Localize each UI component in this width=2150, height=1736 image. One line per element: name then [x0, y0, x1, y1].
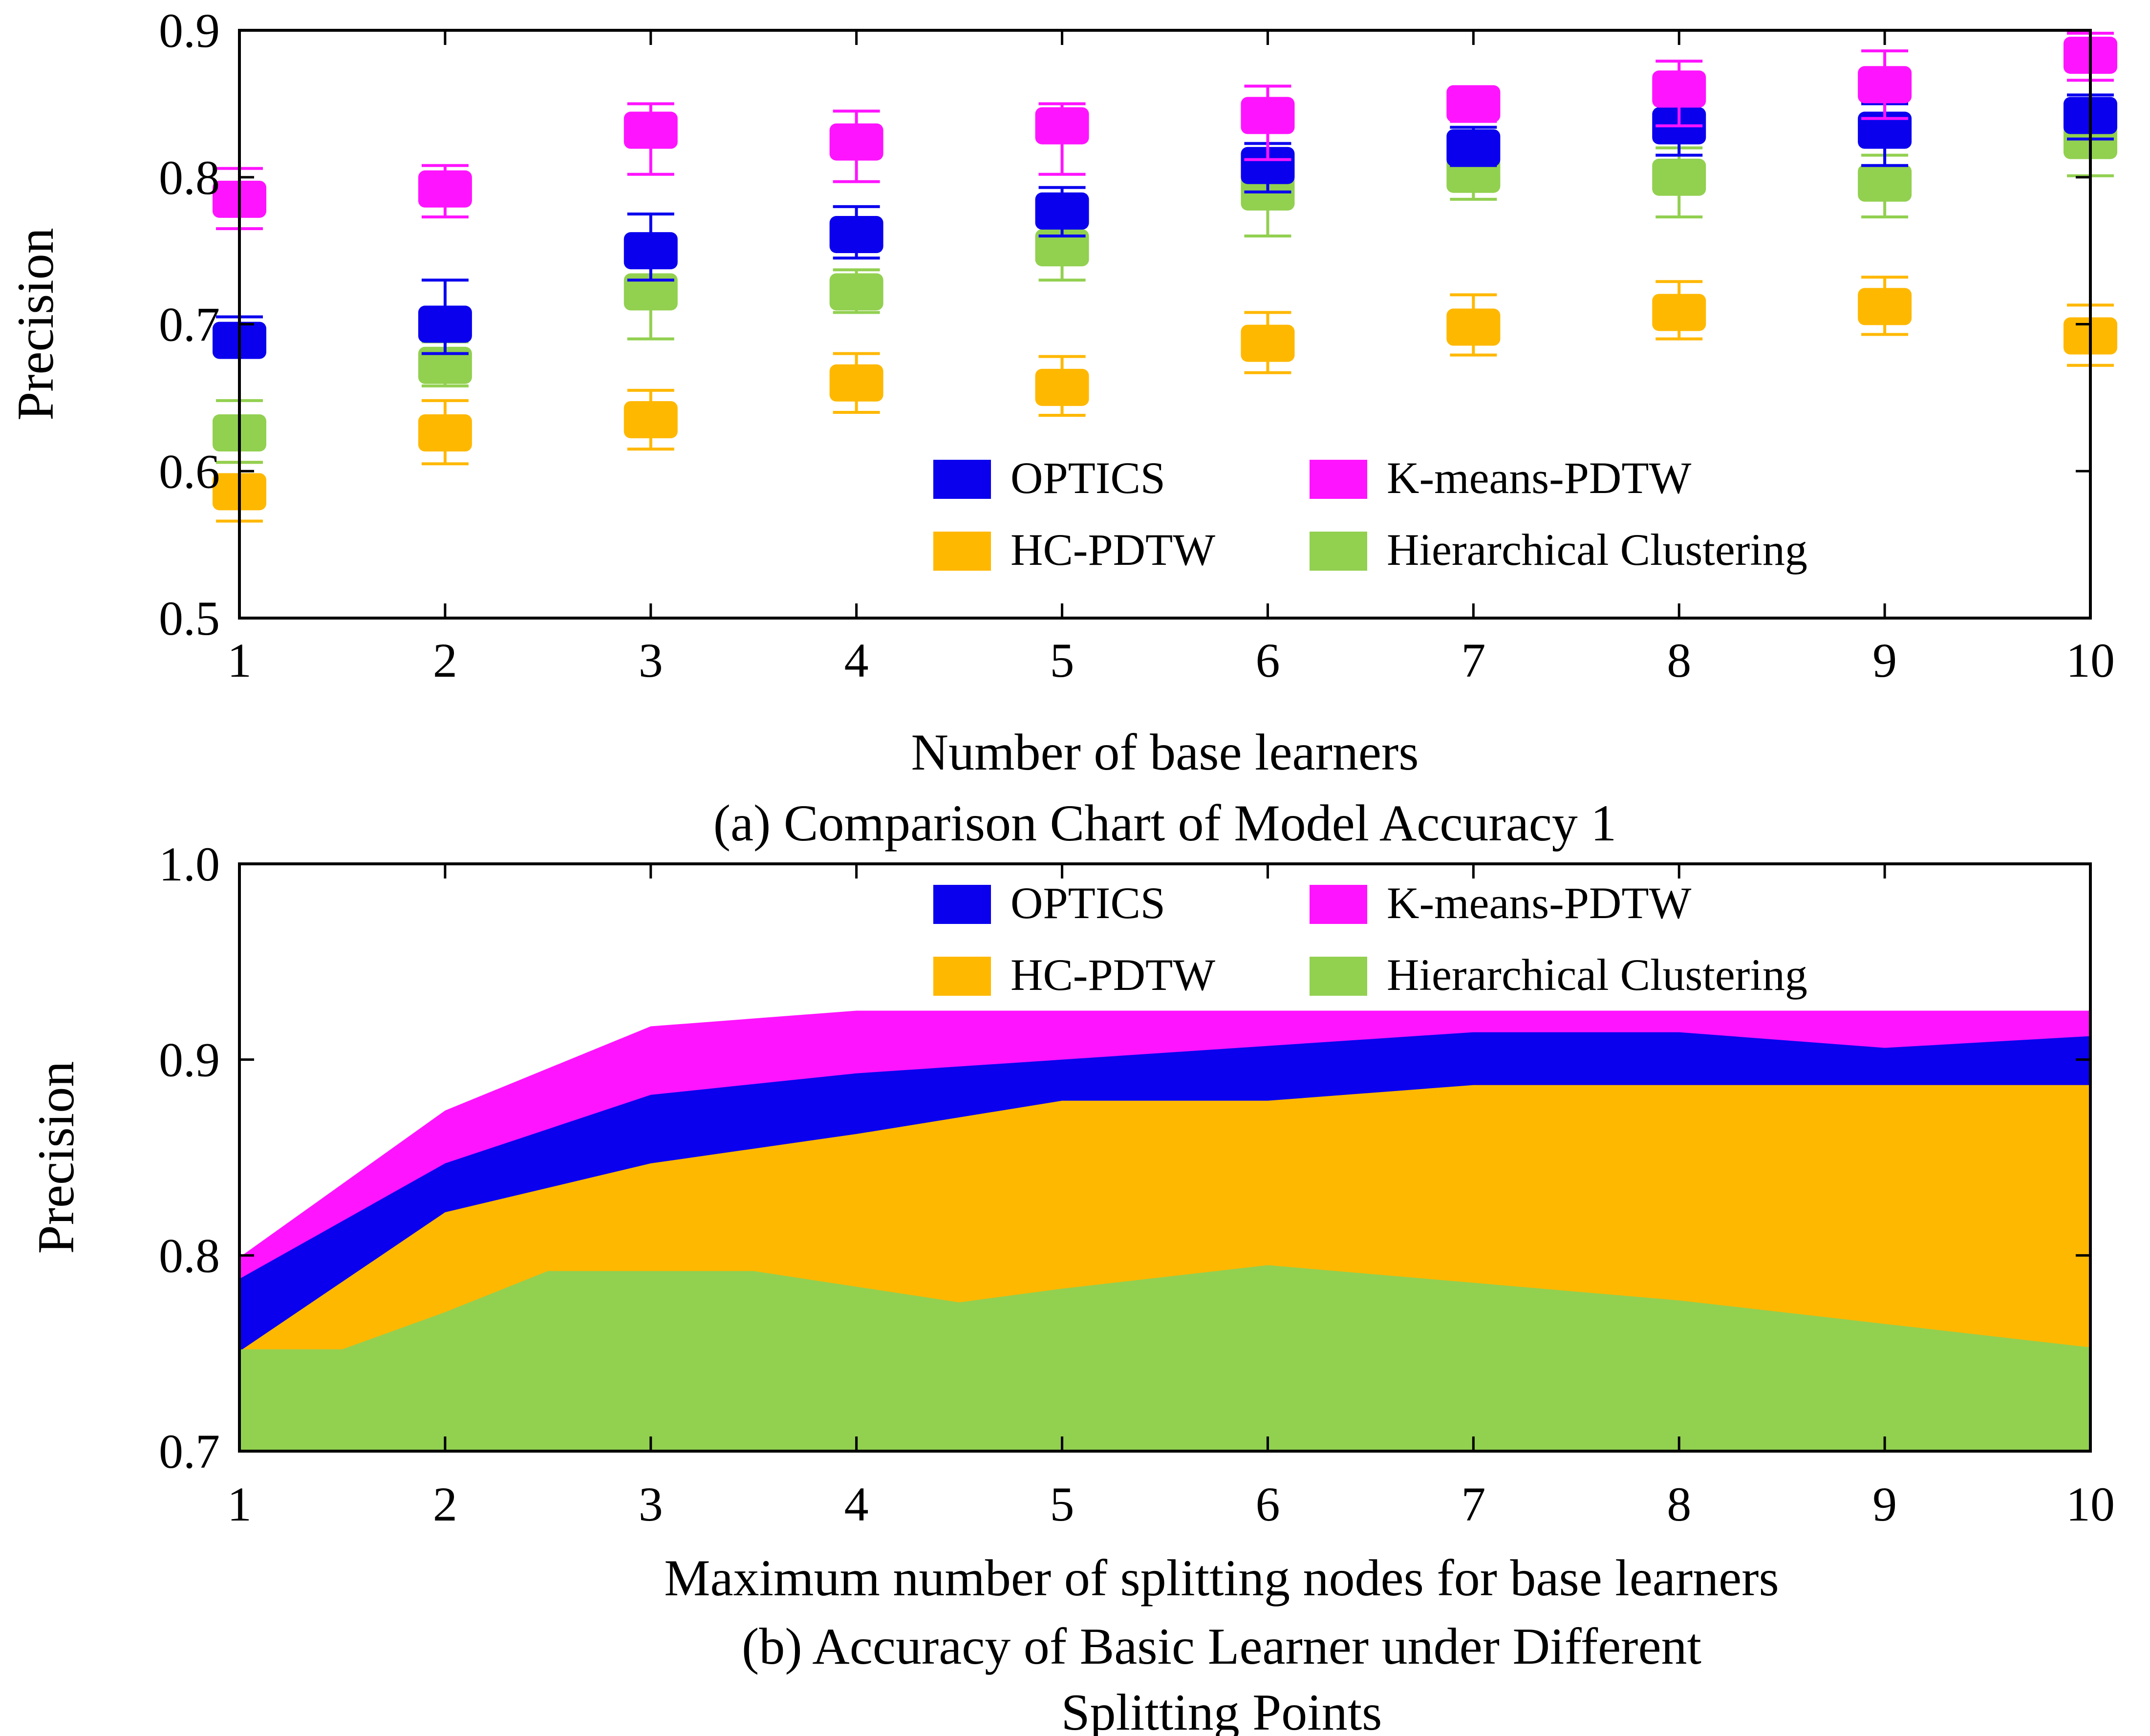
- chart-a-y-tick-label: 0.7: [159, 298, 220, 352]
- chart-a-y-tick-label: 0.9: [159, 3, 220, 58]
- chart-a-series-hierarchical-clustering: [213, 120, 2117, 464]
- chart-a-point-hierarchical-clustering: [1035, 229, 1089, 267]
- chart-b-data-layer: [239, 1010, 2090, 1451]
- chart-a: 1 2 3 4 5 6 7 8 9 10 0.5 0.6 0.7 0.8 0.9 Number of bas…: [7, 3, 2117, 852]
- chart-b-legend-swatch-k-means-pdtw: [1310, 885, 1367, 924]
- chart-a-x-axis-label: Number of base learners: [911, 724, 1419, 781]
- chart-a-point-optics: [829, 216, 883, 254]
- chart-a-point-hc-pdtw: [418, 414, 472, 452]
- chart-b-x-tick-label: 7: [1461, 1477, 1485, 1531]
- chart-b-plot-frame: [238, 862, 2092, 1453]
- chart-a-point-optics: [1858, 111, 1912, 149]
- chart-b-legend-label-optics: OPTICS: [1010, 878, 1165, 928]
- chart-a-point-k-means-pdtw: [1858, 66, 1912, 104]
- chart-b-legend-label-k-means-pdtw: K-means-PDTW: [1387, 878, 1692, 928]
- chart-b-x-tick-label: 5: [1050, 1477, 1075, 1531]
- chart-a-series-optics: [213, 93, 2117, 359]
- chart-a-point-hierarchical-clustering: [829, 273, 883, 311]
- chart-b-ticks: 1 2 3 4 5 6 7 8 9 10 0.7 0.8 0.9 1.0: [159, 837, 2115, 1531]
- chart-a-point-k-means-pdtw: [1241, 97, 1295, 134]
- chart-b-y-tick-label: 0.9: [159, 1033, 220, 1087]
- chart-a-x-tick-label: 4: [844, 633, 869, 687]
- chart-a-ticks: 1 2 3 4 5 6 7 8 9 10 0.5 0.6 0.7 0.8 0.9: [159, 3, 2115, 687]
- chart-b-x-tick-label: 4: [844, 1477, 869, 1531]
- chart-b-x-tick-label: 8: [1667, 1477, 1691, 1531]
- chart-b-x-tick-label: 1: [227, 1477, 252, 1531]
- chart-a-point-k-means-pdtw: [418, 170, 472, 208]
- chart-b-x-tick-label: 2: [433, 1477, 457, 1531]
- chart-a-legend-swatch-optics: [933, 460, 991, 499]
- chart-a-x-tick-label: 2: [433, 633, 457, 687]
- chart-a-x-tick-label: 1: [227, 633, 252, 687]
- chart-a-point-k-means-pdtw: [1035, 107, 1089, 145]
- chart-b-x-axis-label: Maximum number of splitting nodes for ba…: [664, 1549, 1779, 1607]
- chart-a-point-hc-pdtw: [829, 364, 883, 402]
- chart-a-point-hc-pdtw: [1652, 294, 1706, 331]
- chart-a-point-hc-pdtw: [624, 401, 678, 438]
- chart-b: 1 2 3 4 5 6 7 8 9 10 0.7 0.8 0.9 1.0 Maximum number o…: [27, 837, 2115, 1736]
- chart-b-legend-label-hierarchical-clustering: Hierarchical Clustering: [1387, 950, 1807, 1000]
- chart-a-point-optics: [1035, 192, 1089, 230]
- chart-a-point-hierarchical-clustering: [624, 273, 678, 311]
- chart-a-point-optics: [1446, 129, 1501, 167]
- chart-a-x-tick-label: 10: [2066, 633, 2115, 687]
- chart-b-legend-label-hc-pdtw: HC-PDTW: [1010, 950, 1215, 1000]
- chart-a-point-optics: [624, 232, 678, 270]
- chart-a-point-hc-pdtw: [1035, 368, 1089, 406]
- chart-b-y-tick-label: 0.7: [159, 1424, 220, 1479]
- chart-a-x-tick-label: 9: [1872, 633, 1897, 687]
- chart-a-point-k-means-pdtw: [1446, 85, 1501, 123]
- chart-a-legend: OPTICS K-means-PDTW HC-PDTW Hierarchical Cl…: [933, 453, 1807, 575]
- chart-a-point-optics: [418, 305, 472, 343]
- chart-b-legend-swatch-optics: [933, 885, 991, 924]
- chart-a-y-axis-label: Precision: [7, 228, 64, 421]
- chart-b-caption-line-1: (b) Accuracy of Basic Learner under Diff…: [742, 1618, 1701, 1675]
- chart-a-x-tick-label: 7: [1461, 633, 1485, 687]
- chart-b-x-tick-label: 6: [1255, 1477, 1280, 1531]
- chart-b-x-tick-label: 10: [2066, 1477, 2115, 1531]
- chart-a-series-k-means-pdtw: [213, 32, 2117, 231]
- chart-b-area-hierarchical-clustering: [239, 1265, 2090, 1451]
- chart-a-point-hierarchical-clustering: [1858, 164, 1912, 202]
- chart-a-legend-swatch-hc-pdtw: [933, 532, 991, 571]
- chart-a-point-hc-pdtw: [1241, 324, 1295, 362]
- chart-a-legend-label-k-means-pdtw: K-means-PDTW: [1387, 453, 1692, 503]
- chart-b-y-tick-label: 1.0: [159, 837, 220, 891]
- chart-b-y-axis-label: Precision: [27, 1061, 85, 1254]
- chart-a-point-k-means-pdtw: [829, 123, 883, 161]
- chart-b-x-tick-label: 9: [1872, 1477, 1897, 1531]
- chart-b-caption-line-2: Splitting Points: [1061, 1684, 1382, 1736]
- chart-a-point-hc-pdtw: [1446, 308, 1501, 346]
- chart-a-point-k-means-pdtw: [1652, 70, 1706, 108]
- chart-a-point-hierarchical-clustering: [418, 346, 472, 384]
- chart-b-legend-swatch-hierarchical-clustering: [1310, 957, 1367, 996]
- chart-a-legend-swatch-k-means-pdtw: [1310, 460, 1367, 499]
- chart-b-legend-swatch-hc-pdtw: [933, 957, 991, 996]
- chart-a-y-tick-label: 0.5: [159, 591, 220, 645]
- chart-b-legend: OPTICS K-means-PDTW HC-PDTW Hierarchical Cl…: [933, 878, 1807, 1000]
- chart-a-series-hc-pdtw: [213, 276, 2117, 523]
- chart-a-point-hierarchical-clustering: [1652, 158, 1706, 196]
- chart-a-data-layer: [213, 32, 2117, 523]
- chart-a-y-tick-label: 0.8: [159, 150, 220, 205]
- chart-a-caption: (a) Comparison Chart of Model Accuracy 1: [713, 794, 1617, 852]
- chart-a-point-hc-pdtw: [1858, 288, 1912, 325]
- chart-a-point-k-means-pdtw: [624, 111, 678, 149]
- chart-a-x-tick-label: 5: [1050, 633, 1075, 687]
- chart-a-legend-label-hierarchical-clustering: Hierarchical Clustering: [1387, 525, 1807, 575]
- chart-a-x-tick-label: 8: [1667, 633, 1691, 687]
- chart-a-legend-swatch-hierarchical-clustering: [1310, 532, 1367, 571]
- chart-a-y-tick-label: 0.6: [159, 444, 220, 498]
- chart-b-x-tick-label: 3: [639, 1477, 663, 1531]
- chart-a-point-optics: [1241, 147, 1295, 184]
- chart-a-legend-label-optics: OPTICS: [1010, 453, 1165, 503]
- chart-a-x-tick-label: 3: [639, 633, 663, 687]
- chart-b-y-tick-label: 0.8: [159, 1228, 220, 1283]
- chart-a-legend-label-hc-pdtw: HC-PDTW: [1010, 525, 1215, 575]
- chart-a-x-tick-label: 6: [1255, 633, 1280, 687]
